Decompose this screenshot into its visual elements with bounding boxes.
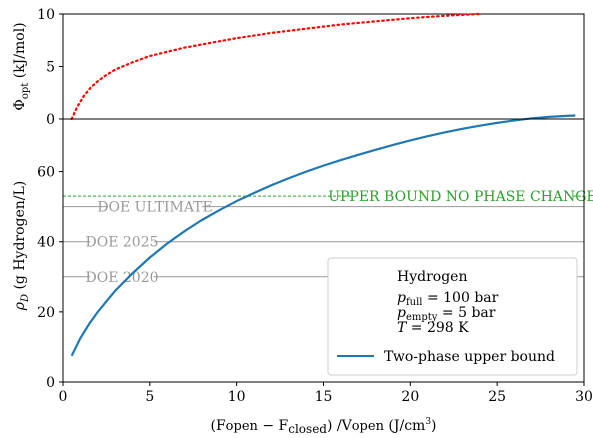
x-label-subscript: closed xyxy=(288,422,327,436)
x-tick-label: 20 xyxy=(401,389,419,405)
reference-lines: UPPER BOUND NO PHASE CHANGE DOE ULTIMATE D… xyxy=(63,188,593,286)
phi-y-ticks: 0 5 10 xyxy=(37,7,63,128)
x-label-superscript: 3 xyxy=(425,417,431,427)
legend-parameter-symbol: p xyxy=(397,305,406,321)
reference-label-background xyxy=(352,188,573,204)
reference-line-label: DOE 2025 xyxy=(86,235,159,251)
density-y-tick-label: 20 xyxy=(37,305,55,321)
phi-y-label-unit: (kJ/mol) xyxy=(12,22,28,82)
density-y-tick-label: 0 xyxy=(46,375,55,391)
legend-parameter-symbol: p xyxy=(397,290,406,306)
x-tick-label: 10 xyxy=(228,389,246,405)
legend-entry-label: Two-phase upper bound xyxy=(384,349,555,365)
legend-parameter-line: pfull = 100 bar xyxy=(397,290,499,308)
density-y-label-unit: (g Hydrogen/L) xyxy=(12,181,28,294)
phi-panel: 0 5 10 Φopt (kJ/mol) xyxy=(12,7,585,128)
x-axis-label: (Fopen − Fclosed) /Vopen (J/cm3) xyxy=(210,417,436,436)
reference-line-label: UPPER BOUND NO PHASE CHANGE xyxy=(328,189,593,205)
phi-y-tick-label: 5 xyxy=(46,60,55,76)
legend-parameter-subscript: full xyxy=(406,297,423,308)
density-y-axis-label: ρD (g Hydrogen/L) xyxy=(12,181,31,312)
x-tick-label: 30 xyxy=(575,389,593,405)
x-label-part: open xyxy=(352,419,385,434)
x-label-part: (F xyxy=(210,418,225,434)
x-label-part: open xyxy=(226,419,259,434)
x-label-unit: (J/cm xyxy=(384,418,425,434)
density-y-tick-label: 40 xyxy=(37,235,55,251)
reference-line-label: DOE 2020 xyxy=(86,270,159,286)
density-panel: UPPER BOUND NO PHASE CHANGE DOE ULTIMATE D… xyxy=(12,114,593,436)
legend-box xyxy=(327,257,578,376)
phi-plot-frame xyxy=(62,13,585,120)
reference-line-label: DOE ULTIMATE xyxy=(97,200,212,216)
phi-y-tick-label: 10 xyxy=(37,7,55,23)
reference-label-background xyxy=(90,268,154,284)
x-label-part: ) xyxy=(431,418,436,434)
phi-opt-line xyxy=(70,12,481,121)
x-tick-label: 15 xyxy=(315,389,333,405)
phi-y-label-subscript: opt xyxy=(20,83,31,99)
x-label-part: ) /V xyxy=(327,418,353,434)
density-y-tick-label: 60 xyxy=(37,165,55,181)
reference-label-background xyxy=(107,198,203,214)
legend-parameter-value: = 5 bar xyxy=(437,305,495,321)
phi-y-tick-label: 0 xyxy=(46,112,55,128)
x-label-part: − F xyxy=(258,418,289,434)
phi-series xyxy=(70,12,481,121)
legend-title: Hydrogen xyxy=(397,269,467,285)
density-series xyxy=(70,114,576,357)
legend-parameter-subscript: empty xyxy=(406,312,438,323)
two-phase-upper-bound-line xyxy=(70,114,576,357)
density-y-label-subscript: D xyxy=(20,294,31,303)
legend-parameter-value: = 298 K xyxy=(406,320,469,336)
legend-parameter-line: pempty = 5 bar xyxy=(397,305,496,323)
x-ticks: 0 5 10 15 20 25 30 xyxy=(59,382,593,405)
x-tick-label: 0 xyxy=(59,389,68,405)
legend-parameter-value: = 100 bar xyxy=(423,290,499,306)
reference-label-background xyxy=(90,233,154,249)
phi-y-label-symbol: Φ xyxy=(12,99,28,110)
legend-parameter-symbol: T xyxy=(397,320,408,336)
x-tick-label: 25 xyxy=(488,389,506,405)
legend-parameter-line: T = 298 K xyxy=(397,320,469,336)
phi-y-axis-label: Φopt (kJ/mol) xyxy=(12,22,31,110)
density-y-label-symbol: ρ xyxy=(12,301,28,311)
density-y-ticks: 0 20 40 60 xyxy=(37,165,63,391)
x-tick-label: 5 xyxy=(145,389,154,405)
